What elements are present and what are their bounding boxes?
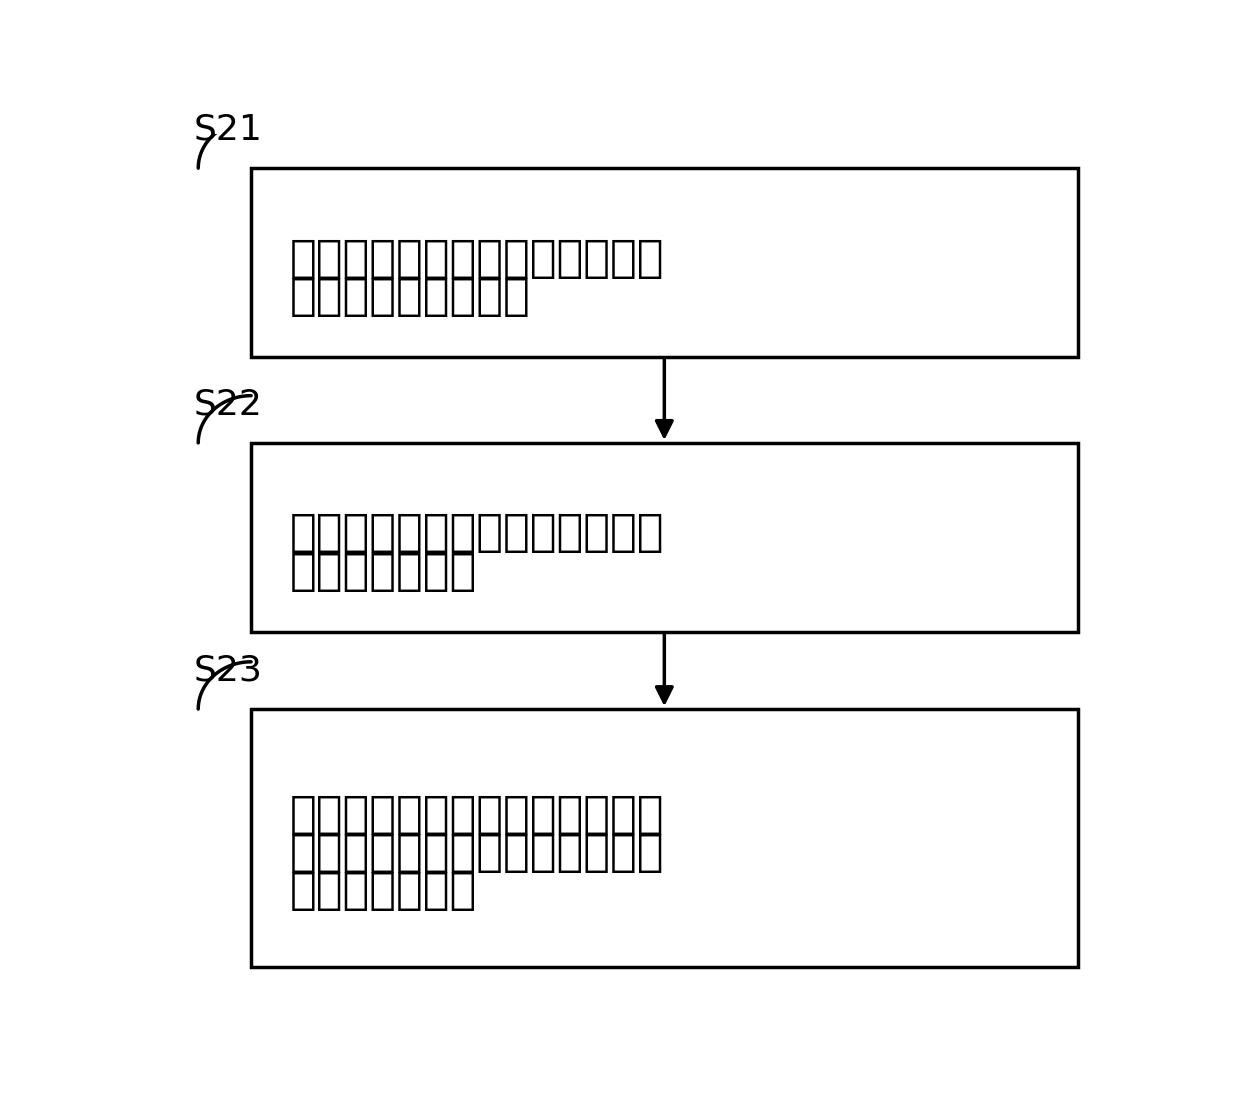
- Bar: [250, 709, 1078, 967]
- Text: 的总谐波失真值: 的总谐波失真值: [290, 870, 477, 912]
- Bar: [250, 443, 1078, 632]
- Text: S22: S22: [193, 387, 263, 421]
- Text: 所述激励信号经傅里叶变换获得: 所述激励信号经傅里叶变换获得: [290, 236, 665, 280]
- Text: 根据所述马达加速度获得实测加: 根据所述马达加速度获得实测加: [290, 793, 665, 836]
- Bar: [250, 168, 1078, 357]
- Text: 速度频谱及所述实测加速度频谱: 速度频谱及所述实测加速度频谱: [290, 831, 665, 874]
- Text: 激励信号的电压频谱: 激励信号的电压频谱: [290, 275, 531, 318]
- Text: S23: S23: [193, 653, 263, 687]
- Text: 所述激励信号经马达单体采集实: 所述激励信号经马达单体采集实: [290, 512, 665, 554]
- Text: S21: S21: [193, 113, 263, 146]
- Text: 际的马达加速度: 际的马达加速度: [290, 550, 477, 593]
